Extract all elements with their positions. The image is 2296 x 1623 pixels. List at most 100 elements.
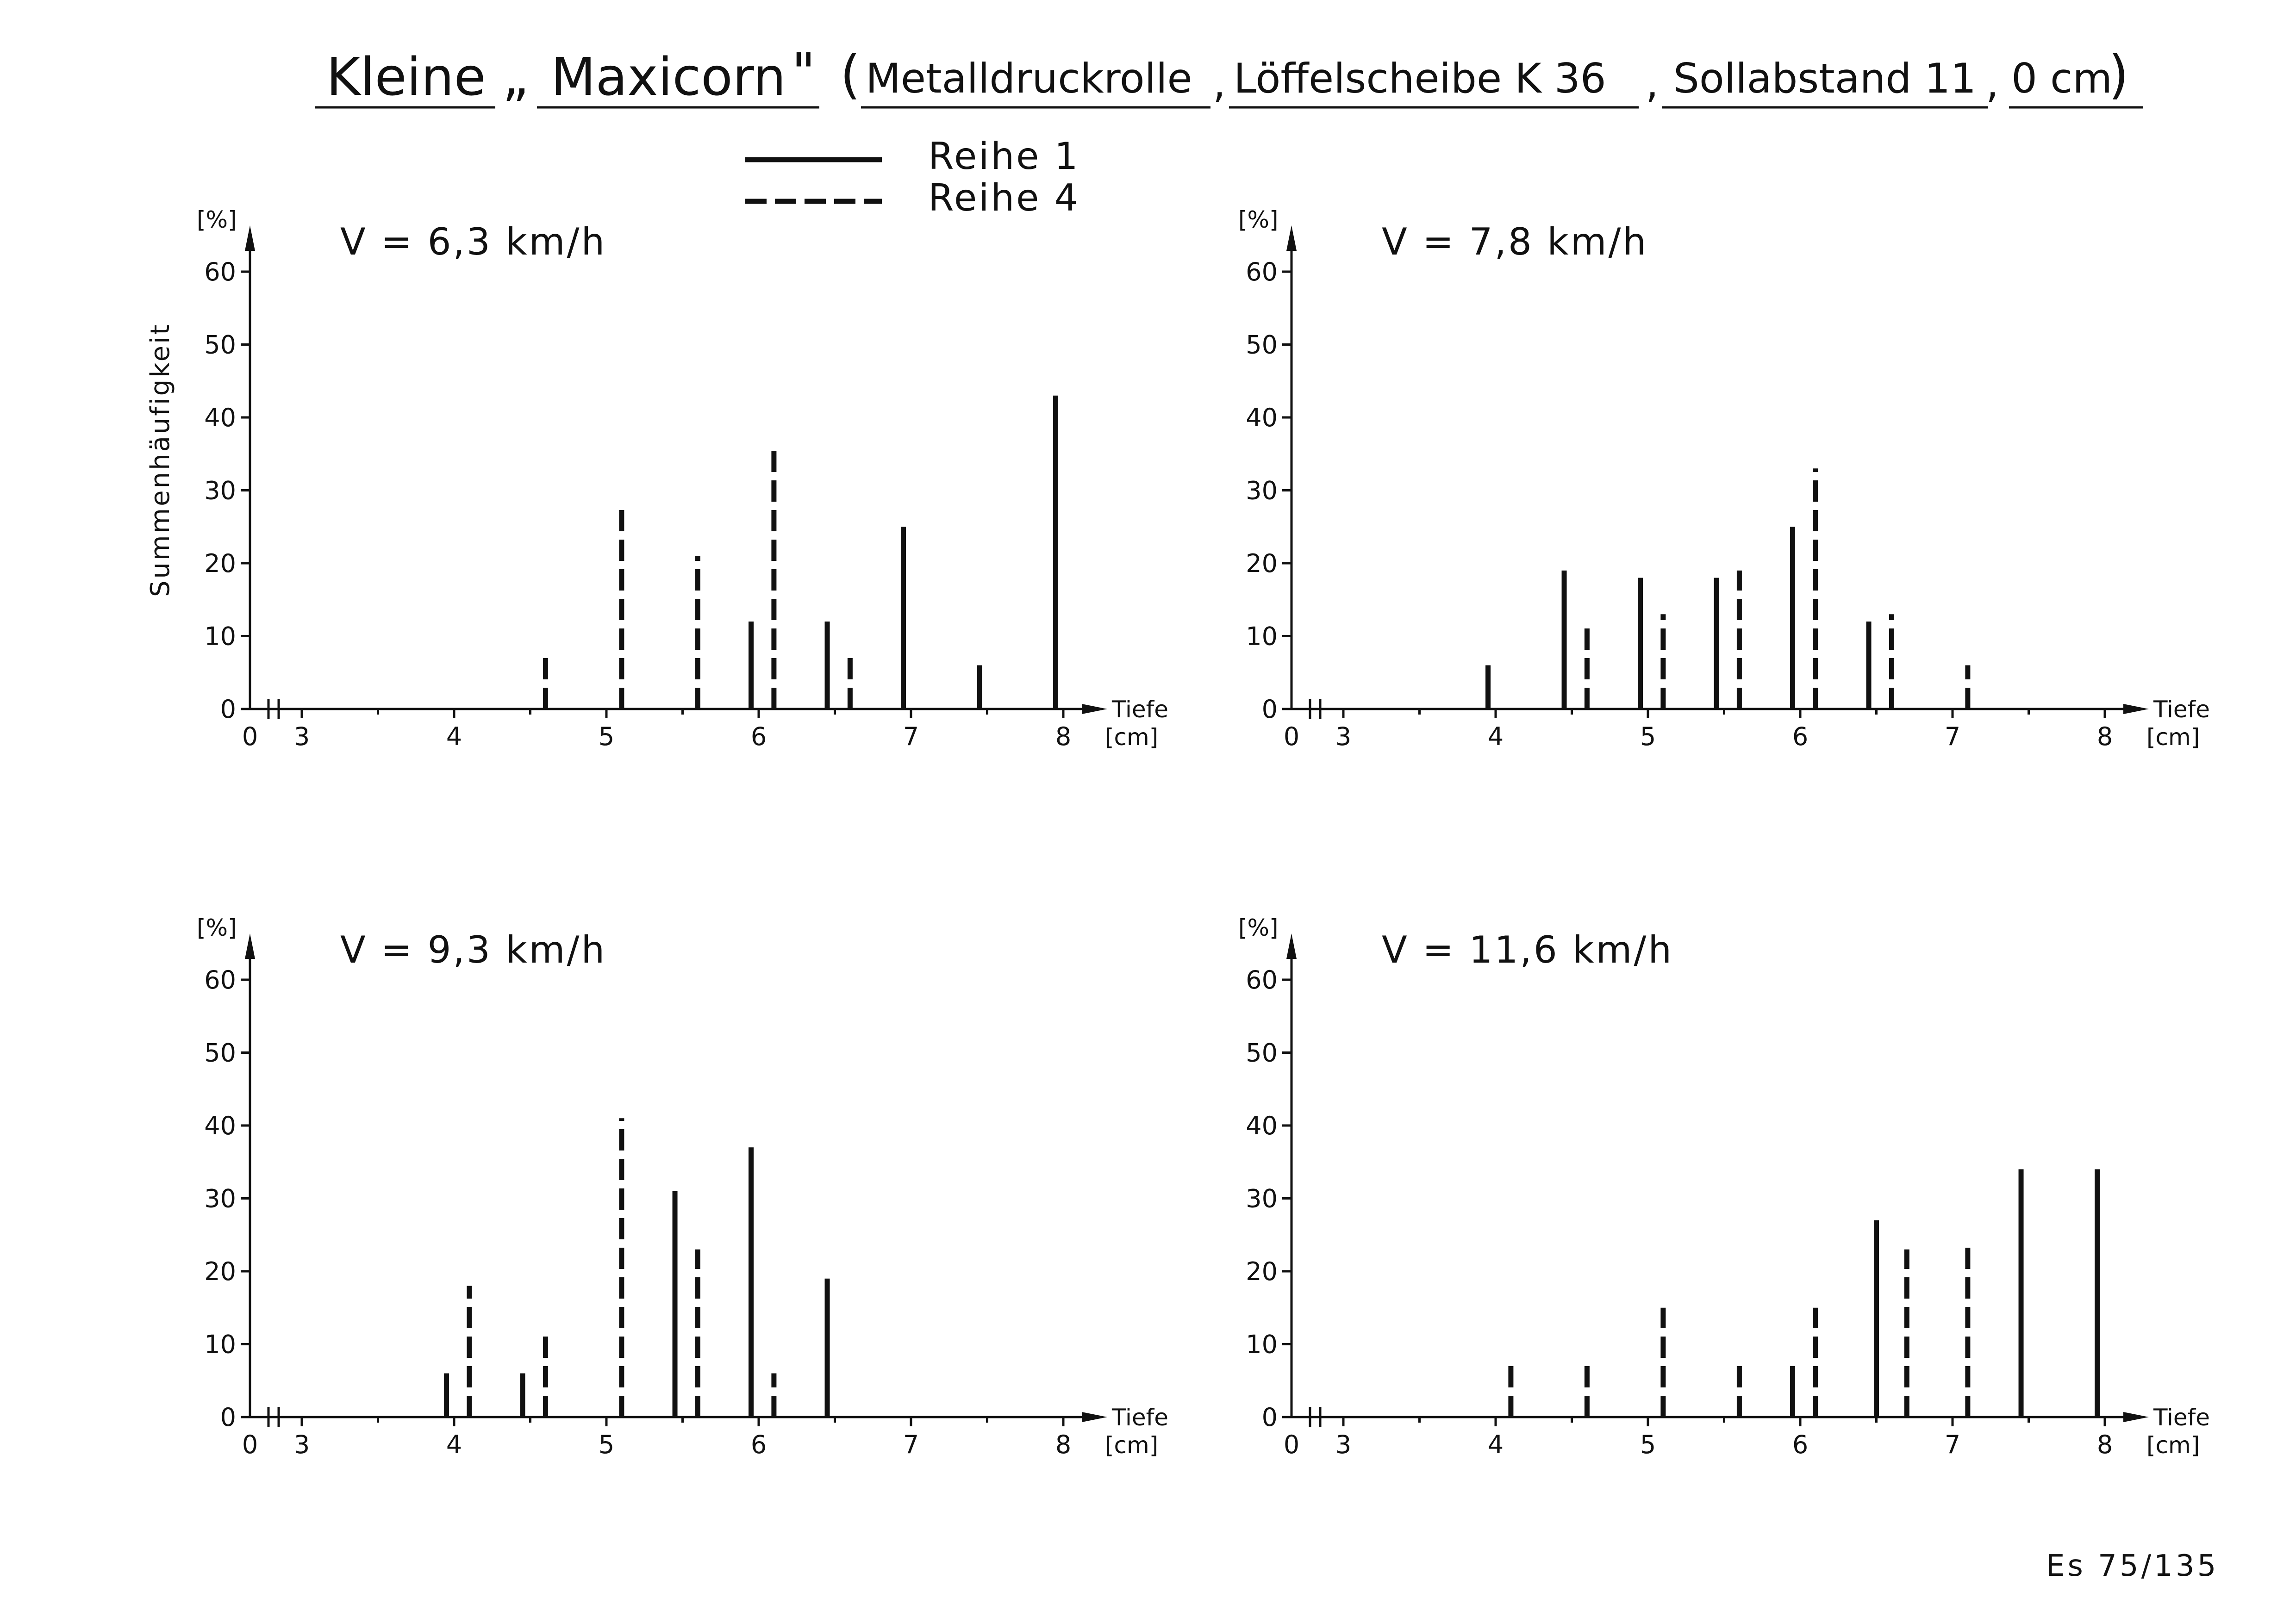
speed-label: V = 6,3 km/h <box>340 220 606 263</box>
y-tick-label: 30 <box>1246 476 1278 505</box>
title-part-kleine: Kleine <box>326 47 486 107</box>
x-tick-label: 6 <box>1792 1430 1808 1459</box>
title-part-loeffelscheibe: Löffelscheibe K 36 <box>1234 55 1606 102</box>
title-part-comma-1: , <box>1213 59 1226 107</box>
speed-label: V = 9,3 km/h <box>340 928 606 971</box>
y-tick-label: 0 <box>1262 1403 1278 1432</box>
x-tick-label: 0 <box>1284 722 1299 751</box>
x-axis-label: Tiefe <box>2153 1404 2210 1431</box>
y-tick-label: 30 <box>204 476 236 505</box>
x-axis-arrow-icon <box>1082 704 1107 714</box>
legend-label-reihe-4: Reihe 4 <box>928 176 1080 219</box>
x-axis-arrow-icon <box>2123 704 2149 714</box>
x-tick-label: 6 <box>1792 722 1808 751</box>
x-tick-label: 5 <box>1640 722 1656 751</box>
x-tick-label: 8 <box>1055 722 1071 751</box>
x-axis-arrow-icon <box>2123 1412 2149 1422</box>
y-axis-arrow-icon <box>1286 933 1297 959</box>
x-tick-label: 7 <box>903 722 919 751</box>
y-tick-label: 10 <box>1246 622 1278 651</box>
y-tick-label: 60 <box>204 965 236 995</box>
x-tick-label: 7 <box>1945 722 1960 751</box>
x-tick-label: 7 <box>903 1430 919 1459</box>
x-unit-label: [cm] <box>2146 724 2200 751</box>
x-unit-label: [cm] <box>1105 724 1158 751</box>
x-tick-label: 0 <box>1284 1430 1299 1459</box>
page-title: Kleine „ Maxicorn " ( Metalldruckrolle ,… <box>315 43 2143 109</box>
x-tick-label: 8 <box>2097 722 2113 751</box>
y-tick-label: 30 <box>1246 1184 1278 1213</box>
x-tick-label: 4 <box>1488 722 1504 751</box>
x-axis-label: Tiefe <box>1111 696 1168 723</box>
chart-panel: 0 10 20 30 40 50 60 0 3 4 5 6 7 8 [%] Tiefe[cm] V = 7,8 … <box>1238 206 2210 751</box>
y-tick-label: 40 <box>204 403 236 432</box>
x-tick-label: 4 <box>1488 1430 1504 1459</box>
y-tick-label: 0 <box>220 1403 236 1432</box>
y-unit-label: [%] <box>1238 206 1279 233</box>
title-part-cm: 0 cm <box>2011 55 2112 102</box>
x-unit-label: [cm] <box>1105 1432 1158 1459</box>
y-tick-label: 0 <box>220 695 236 724</box>
y-tick-label: 50 <box>204 330 236 360</box>
y-axis-arrow-icon <box>245 225 255 251</box>
y-tick-label: 0 <box>1262 695 1278 724</box>
page-id: Es 75/135 <box>2046 1549 2219 1583</box>
x-tick-label: 4 <box>446 722 462 751</box>
y-tick-label: 10 <box>1246 1330 1278 1359</box>
x-tick-label: 8 <box>2097 1430 2113 1459</box>
legend-label-reihe-1: Reihe 1 <box>928 135 1080 178</box>
y-unit-label: [%] <box>1238 914 1279 941</box>
y-unit-label: [%] <box>197 206 237 233</box>
y-tick-label: 40 <box>1246 1111 1278 1140</box>
speed-label: V = 11,6 km/h <box>1382 928 1673 971</box>
y-axis-arrow-icon <box>1286 225 1297 251</box>
title-part-comma-3: , <box>1986 59 1999 107</box>
title-part-paren-close: ) <box>2109 45 2129 105</box>
y-tick-label: 40 <box>204 1111 236 1140</box>
x-axis-label: Tiefe <box>1111 1404 1168 1431</box>
y-axis-label: Summenhäufigkeit <box>145 323 175 597</box>
title-part-metalldruckrolle: Metalldruckrolle <box>866 55 1192 102</box>
x-tick-label: 5 <box>599 1430 614 1459</box>
speed-label: V = 7,8 km/h <box>1382 220 1648 263</box>
x-tick-label: 3 <box>1335 722 1351 751</box>
y-tick-label: 50 <box>1246 330 1278 360</box>
x-axis-arrow-icon <box>1082 1412 1107 1422</box>
title-part-quote-open: „ <box>502 47 529 107</box>
y-tick-label: 30 <box>204 1184 236 1213</box>
x-tick-label: 3 <box>1335 1430 1351 1459</box>
title-part-sollabstand: Sollabstand 11 <box>1673 55 1976 102</box>
title-part-comma-2: , <box>1646 59 1659 107</box>
x-tick-label: 8 <box>1055 1430 1071 1459</box>
x-axis-label: Tiefe <box>2153 696 2210 723</box>
title-part-maxicorn: Maxicorn <box>551 47 786 107</box>
y-unit-label: [%] <box>197 914 237 941</box>
x-tick-label: 3 <box>294 722 310 751</box>
y-tick-label: 40 <box>1246 403 1278 432</box>
y-tick-label: 60 <box>204 257 236 286</box>
x-unit-label: [cm] <box>2146 1432 2200 1459</box>
x-tick-label: 7 <box>1945 1430 1960 1459</box>
title-part-quote-close: " <box>792 43 816 103</box>
x-tick-label: 6 <box>751 722 767 751</box>
x-tick-label: 5 <box>1640 1430 1656 1459</box>
y-tick-label: 20 <box>204 549 236 578</box>
x-tick-label: 4 <box>446 1430 462 1459</box>
x-tick-label: 5 <box>599 722 614 751</box>
y-tick-label: 20 <box>1246 549 1278 578</box>
legend: Reihe 1 Reihe 4 <box>745 135 1080 219</box>
y-tick-label: 10 <box>204 622 236 651</box>
y-tick-label: 20 <box>1246 1257 1278 1286</box>
x-tick-label: 3 <box>294 1430 310 1459</box>
title-part-paren-open: ( <box>840 45 861 105</box>
y-tick-label: 10 <box>204 1330 236 1359</box>
chart-panel: 0 10 20 30 40 50 60 0 3 4 5 6 7 8 [%] Tiefe[cm] V = 6,3 … <box>197 206 1168 751</box>
x-tick-label: 6 <box>751 1430 767 1459</box>
chart-panel: 0 10 20 30 40 50 60 0 3 4 5 6 7 8 [%] Tiefe[cm] V = 11,6… <box>1238 914 2210 1459</box>
x-tick-label: 0 <box>242 722 258 751</box>
y-tick-label: 20 <box>204 1257 236 1286</box>
x-tick-label: 0 <box>242 1430 258 1459</box>
y-axis-arrow-icon <box>245 933 255 959</box>
